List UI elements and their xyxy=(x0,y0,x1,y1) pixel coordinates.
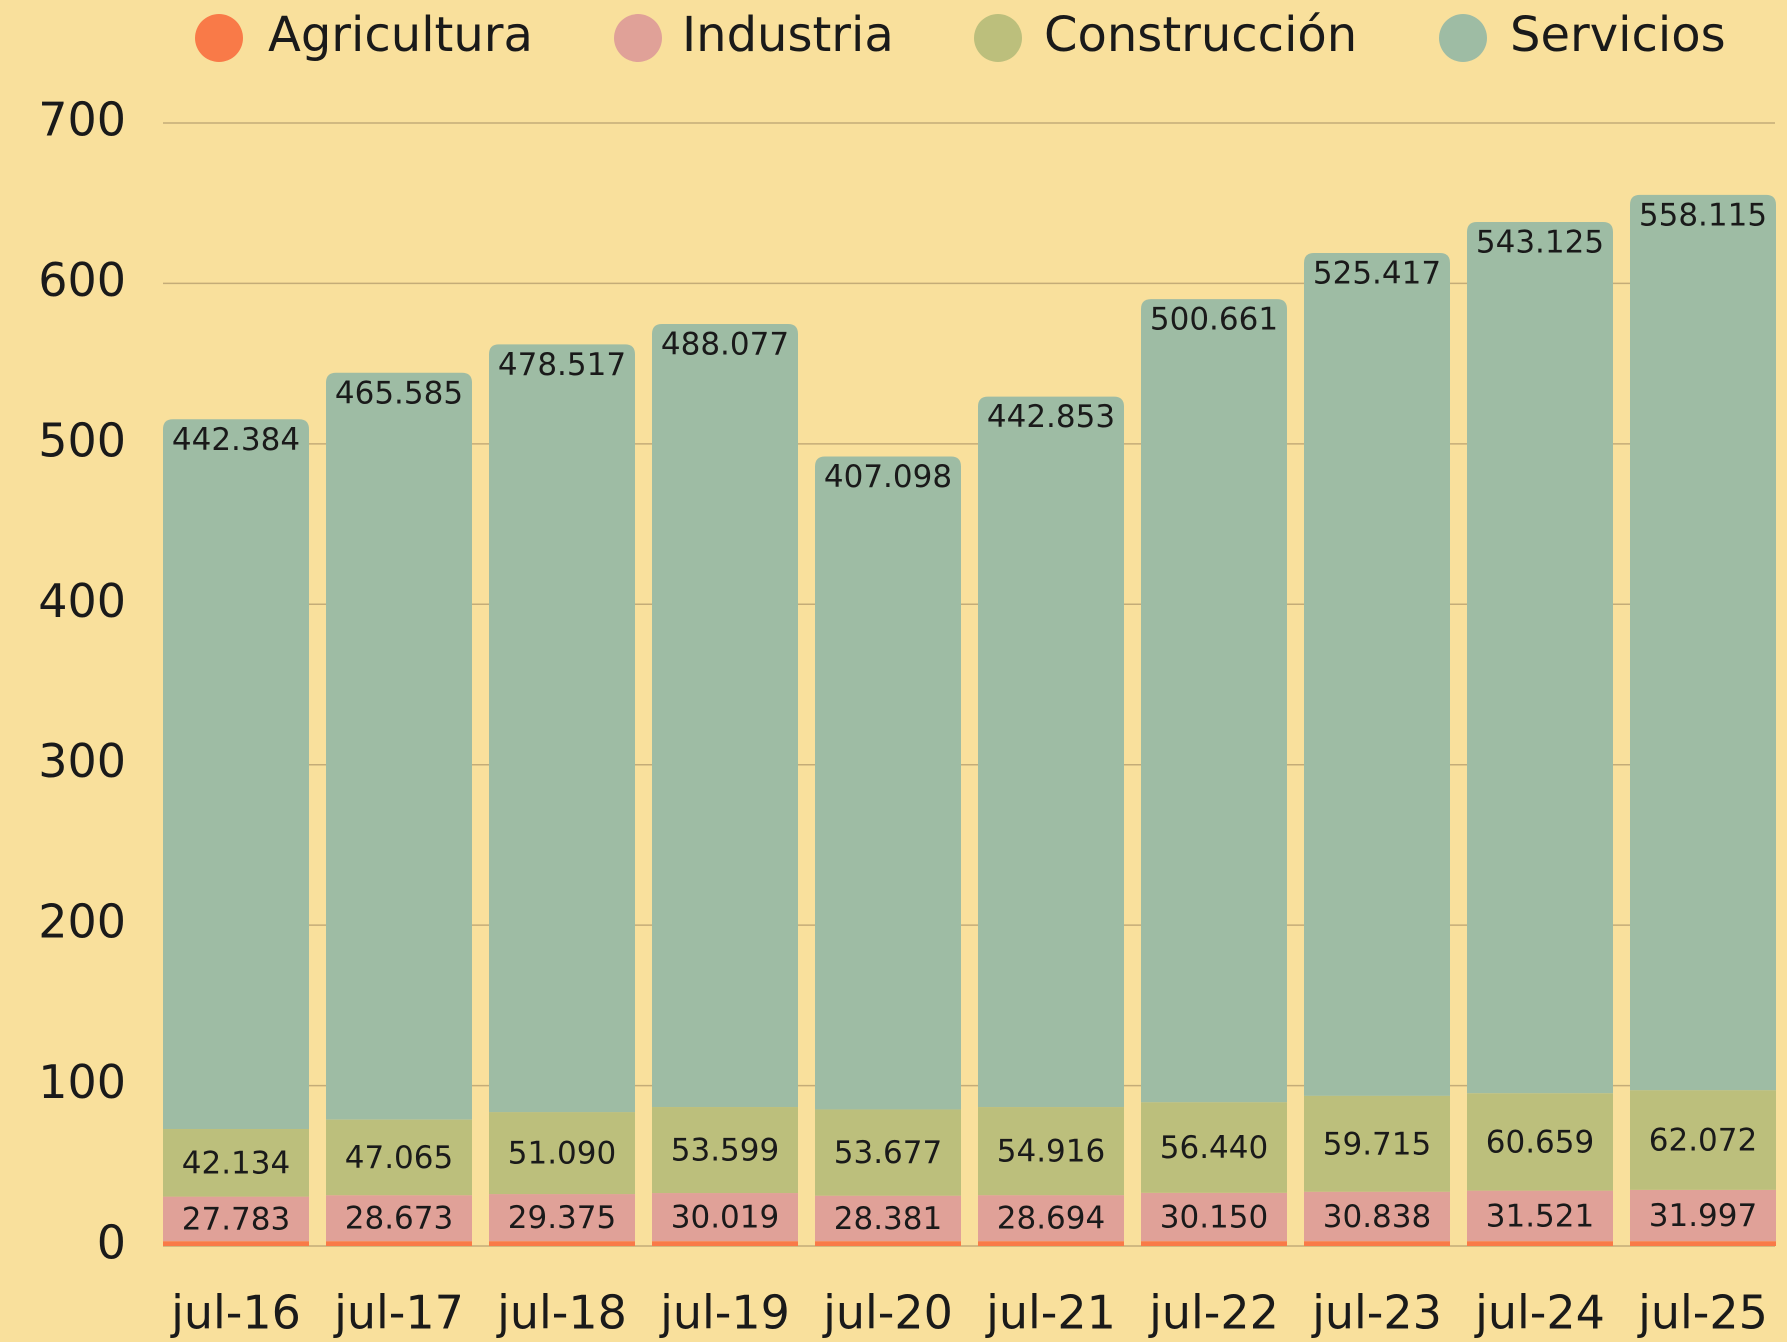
y-tick-label: 0 xyxy=(97,1216,126,1270)
x-tick-label: jul-16 xyxy=(170,1286,301,1340)
bar-segment xyxy=(1304,1241,1450,1246)
bar-segment xyxy=(1630,1090,1776,1190)
data-label: 53.677 xyxy=(834,1135,942,1171)
data-label: 465.585 xyxy=(335,375,463,411)
y-tick-label: 500 xyxy=(38,413,126,467)
bar-segment xyxy=(815,456,961,1110)
bar-segment xyxy=(978,1107,1124,1196)
data-label: 30.150 xyxy=(1160,1200,1268,1236)
data-label: 28.673 xyxy=(345,1201,453,1237)
bar-segment xyxy=(1467,1241,1613,1246)
bar-segment xyxy=(163,1241,309,1246)
bar-segment xyxy=(489,1112,635,1195)
data-label: 31.997 xyxy=(1649,1198,1757,1234)
bar-segment xyxy=(326,1119,472,1196)
data-label: 28.381 xyxy=(834,1201,942,1237)
bar-segment xyxy=(489,1194,635,1242)
data-label: 42.134 xyxy=(182,1145,290,1181)
data-label: 31.521 xyxy=(1486,1198,1594,1234)
bar-segment xyxy=(1304,1191,1450,1242)
x-tick-label: jul-24 xyxy=(1474,1286,1605,1340)
data-label: 442.384 xyxy=(172,422,300,458)
legend-swatch xyxy=(974,14,1022,62)
data-label: 47.065 xyxy=(345,1140,453,1176)
legend-label: Agricultura xyxy=(268,7,533,63)
data-label: 500.661 xyxy=(1150,302,1278,338)
bar-segment xyxy=(326,1241,472,1246)
y-tick-label: 600 xyxy=(38,253,126,307)
data-label: 53.599 xyxy=(671,1133,779,1169)
bar-segment xyxy=(1467,221,1613,1094)
bar-segment xyxy=(815,1241,961,1246)
bar-segment xyxy=(1630,1189,1776,1242)
data-label: 525.417 xyxy=(1313,255,1441,291)
bar-segment xyxy=(489,1241,635,1246)
bar-segment xyxy=(1141,1241,1287,1246)
x-tick-label: jul-17 xyxy=(333,1286,464,1340)
bar-segment xyxy=(1630,1241,1776,1246)
bar-segment xyxy=(652,1241,798,1246)
y-tick-label: 100 xyxy=(38,1055,126,1109)
legend-label: Construcción xyxy=(1044,7,1357,63)
data-label: 478.517 xyxy=(498,347,626,383)
data-label: 558.115 xyxy=(1639,197,1767,233)
y-tick-label: 200 xyxy=(38,895,126,949)
bar-segment xyxy=(815,1109,961,1196)
bar-segment xyxy=(1304,252,1450,1096)
bar-segment xyxy=(652,324,798,1108)
bar-segment xyxy=(163,1196,309,1242)
bar-segment xyxy=(326,372,472,1120)
x-tick-label: jul-21 xyxy=(985,1286,1116,1340)
data-label: 442.853 xyxy=(987,399,1115,435)
bar-segment xyxy=(1141,299,1287,1103)
x-tick-label: jul-18 xyxy=(496,1286,627,1340)
legend-label: Servicios xyxy=(1510,7,1726,63)
y-tick-label: 700 xyxy=(38,93,126,147)
bar-segment xyxy=(1141,1102,1287,1193)
data-label: 51.090 xyxy=(508,1136,616,1172)
y-tick-label: 300 xyxy=(38,734,126,788)
x-tick-label: jul-23 xyxy=(1311,1286,1442,1340)
bar-segment xyxy=(1141,1192,1287,1242)
data-label: 62.072 xyxy=(1649,1123,1757,1159)
legend-swatch xyxy=(614,14,662,62)
data-label: 27.783 xyxy=(182,1201,290,1237)
bar-segment xyxy=(163,1129,309,1197)
bar-segment xyxy=(652,1193,798,1242)
bar-segment xyxy=(1630,194,1776,1091)
x-tick-label: jul-22 xyxy=(1148,1286,1279,1340)
bar-segment xyxy=(978,1195,1124,1242)
data-label: 543.125 xyxy=(1476,224,1604,260)
bar-segment xyxy=(1304,1095,1450,1192)
bar-segment xyxy=(1467,1093,1613,1191)
data-label: 60.659 xyxy=(1486,1124,1594,1160)
data-label: 54.916 xyxy=(997,1134,1105,1170)
data-label: 56.440 xyxy=(1160,1130,1268,1166)
bar-segment xyxy=(652,1107,798,1194)
data-label: 488.077 xyxy=(661,327,789,363)
y-tick-label: 400 xyxy=(38,574,126,628)
legend-swatch xyxy=(195,14,243,62)
bar-segment xyxy=(815,1195,961,1242)
data-label: 29.375 xyxy=(508,1200,616,1236)
bar-segment xyxy=(326,1195,472,1242)
bar-segment xyxy=(978,1241,1124,1246)
bar-segment xyxy=(1467,1190,1613,1242)
x-tick-label: jul-20 xyxy=(822,1286,953,1340)
x-tick-label: jul-19 xyxy=(659,1286,790,1340)
legend-swatch xyxy=(1439,14,1487,62)
data-label: 30.838 xyxy=(1323,1199,1431,1235)
legend-label: Industria xyxy=(682,7,894,63)
data-label: 407.098 xyxy=(824,459,952,495)
x-tick-label: jul-25 xyxy=(1637,1286,1768,1340)
data-label: 59.715 xyxy=(1323,1126,1431,1162)
bar-segment xyxy=(489,344,635,1113)
data-label: 28.694 xyxy=(997,1201,1105,1237)
bar-segment xyxy=(978,396,1124,1108)
data-label: 30.019 xyxy=(671,1200,779,1236)
bar-segment xyxy=(163,419,309,1130)
